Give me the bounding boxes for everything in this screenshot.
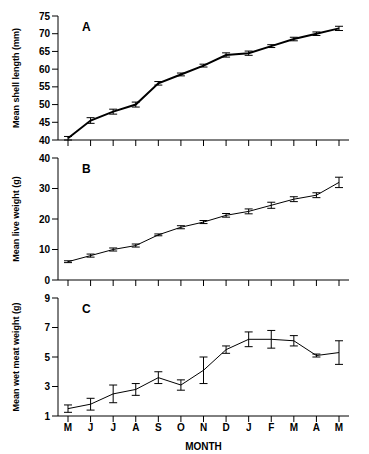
svg-text:1: 1	[44, 411, 50, 422]
svg-text:40: 40	[39, 135, 51, 146]
svg-text:75: 75	[39, 11, 51, 22]
svg-text:60: 60	[39, 64, 51, 75]
svg-text:J: J	[88, 422, 94, 433]
svg-text:0: 0	[44, 275, 50, 286]
svg-text:45: 45	[39, 117, 51, 128]
svg-text:Mean wet meat weight (g): Mean wet meat weight (g)	[11, 302, 21, 411]
svg-text:Mean shell length (mm): Mean shell length (mm)	[11, 28, 21, 128]
svg-text:9: 9	[44, 293, 50, 304]
svg-text:30: 30	[39, 183, 51, 194]
svg-text:70: 70	[39, 28, 51, 39]
svg-text:M: M	[335, 422, 343, 433]
svg-text:M: M	[64, 422, 72, 433]
svg-text:65: 65	[39, 46, 51, 57]
svg-text:20: 20	[39, 214, 51, 225]
svg-text:J: J	[246, 422, 252, 433]
svg-text:D: D	[222, 422, 229, 433]
svg-text:50: 50	[39, 99, 51, 110]
svg-text:O: O	[177, 422, 185, 433]
svg-text:40: 40	[39, 153, 51, 164]
svg-text:7: 7	[44, 322, 50, 333]
html-text:C: C	[82, 302, 91, 316]
html-text:B: B	[82, 162, 91, 176]
svg-text:5: 5	[44, 352, 50, 363]
svg-text:MONTH: MONTH	[185, 441, 222, 450]
svg-text:F: F	[268, 422, 274, 433]
svg-text:3: 3	[44, 381, 50, 392]
svg-text:N: N	[200, 422, 207, 433]
svg-text:A: A	[313, 422, 320, 433]
html-text:A: A	[82, 20, 91, 34]
svg-text:10: 10	[39, 244, 51, 255]
svg-text:A: A	[132, 422, 139, 433]
svg-text:J: J	[110, 422, 116, 433]
svg-text:M: M	[290, 422, 298, 433]
svg-text:55: 55	[39, 81, 51, 92]
svg-text:S: S	[155, 422, 162, 433]
svg-text:Mean live weight (g): Mean live weight (g)	[11, 176, 21, 262]
